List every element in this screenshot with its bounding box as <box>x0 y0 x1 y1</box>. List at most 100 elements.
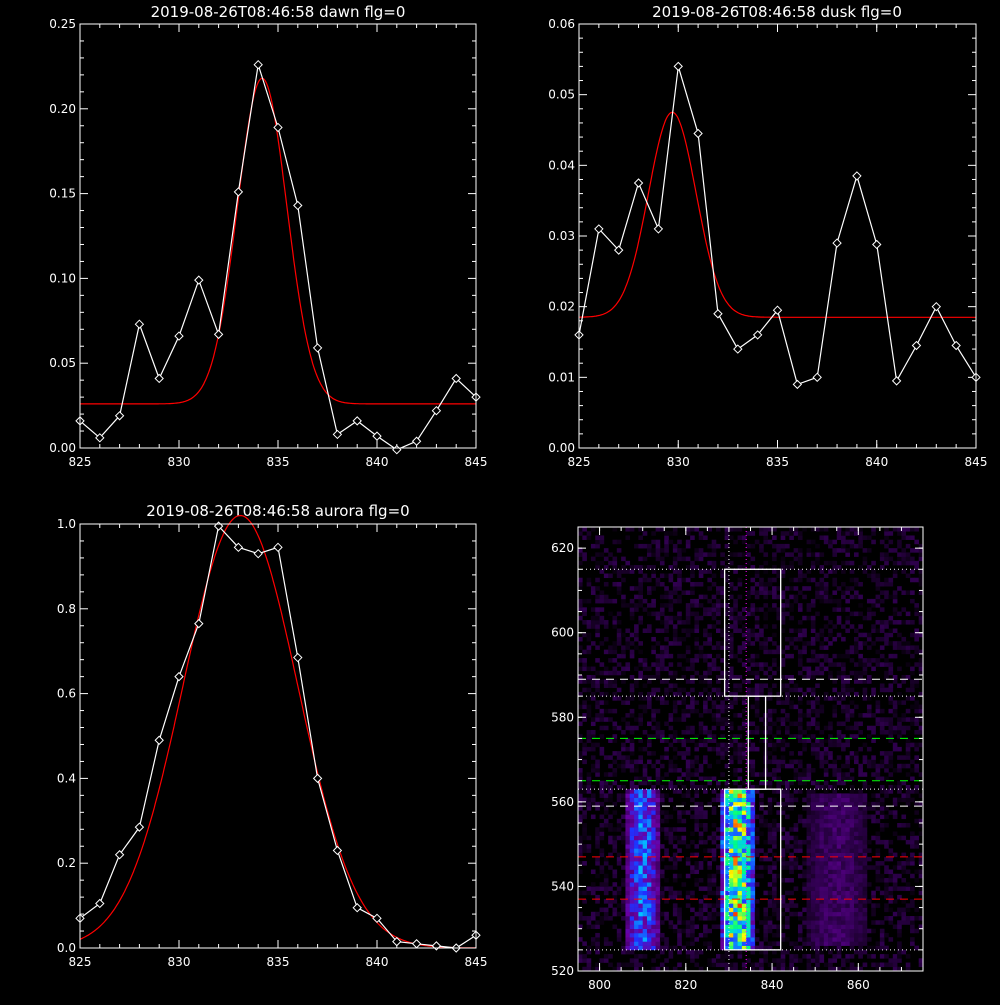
heatmap-pixel <box>694 759 700 765</box>
heatmap-pixel <box>616 696 622 701</box>
heatmap-pixel <box>810 966 816 972</box>
heatmap-pixel <box>642 827 648 832</box>
heatmap-pixel <box>720 670 725 676</box>
heatmap-pixel <box>888 962 894 968</box>
heatmap-pixel <box>603 691 609 697</box>
heatmap-pixel <box>884 823 889 828</box>
heatmap-pixel <box>905 903 911 908</box>
heatmap-pixel <box>616 632 622 638</box>
heatmap-pixel <box>841 899 846 904</box>
heatmap-pixel <box>668 539 674 545</box>
heatmap-pixel <box>776 801 781 807</box>
heatmap-pixel <box>582 713 587 718</box>
heatmap-pixel <box>586 598 592 604</box>
heatmap-pixel <box>914 700 919 705</box>
heatmap-pixel <box>841 763 846 769</box>
heatmap-pixel <box>672 861 678 866</box>
heatmap-pixel <box>694 954 700 959</box>
heatmap-pixel <box>776 666 781 672</box>
heatmap-pixel <box>828 539 833 545</box>
heatmap-pixel <box>910 856 915 862</box>
heatmap-pixel <box>854 827 859 832</box>
heatmap-pixel <box>638 649 643 655</box>
heatmap-pixel <box>832 894 838 900</box>
heatmap-pixel <box>871 603 876 608</box>
heatmap-pixel <box>858 797 863 803</box>
heatmap-pixel <box>858 814 863 820</box>
heatmap-pixel <box>685 772 691 777</box>
heatmap-pixel <box>823 937 829 942</box>
heatmap-pixel <box>737 611 743 617</box>
heatmap-pixel <box>629 907 635 913</box>
heatmap-pixel <box>685 628 691 634</box>
heatmap-pixel <box>681 793 687 798</box>
heatmap-pixel <box>892 607 898 612</box>
heatmap-pixel <box>590 937 596 942</box>
heatmap-pixel <box>595 873 600 879</box>
heatmap-pixel <box>728 759 734 765</box>
heatmap-pixel <box>918 691 924 697</box>
heatmap-pixel <box>892 569 898 574</box>
heatmap-pixel <box>875 772 881 777</box>
heatmap-pixel <box>875 649 881 655</box>
heatmap-pixel <box>819 814 825 820</box>
heatmap-pixel <box>608 903 613 908</box>
heatmap-pixel <box>780 560 786 566</box>
heatmap-pixel <box>638 704 643 710</box>
heatmap-pixel <box>647 823 652 828</box>
heatmap-pixel <box>603 810 609 815</box>
heatmap-pixel <box>806 700 812 705</box>
heatmap-pixel <box>582 814 587 820</box>
heatmap-pixel <box>599 607 605 612</box>
heatmap-pixel <box>616 890 622 896</box>
heatmap-pixel <box>918 801 924 807</box>
heatmap-pixel <box>595 565 600 570</box>
heatmap-pixel <box>772 839 777 845</box>
heatmap-pixel <box>690 696 695 701</box>
heatmap-pixel <box>836 801 842 807</box>
heatmap-pixel <box>716 696 721 701</box>
heatmap-pixel <box>772 624 777 629</box>
heatmap-pixel <box>638 924 643 930</box>
heatmap-pixel <box>750 531 756 536</box>
heatmap-pixel <box>746 937 751 942</box>
dusk-data-point <box>713 309 723 319</box>
heatmap-pixel <box>849 670 855 676</box>
heatmap-pixel <box>819 590 825 595</box>
heatmap-pixel <box>659 810 665 815</box>
heatmap-pixel <box>651 662 656 667</box>
heatmap-pixel <box>595 949 600 955</box>
heatmap-pixel <box>672 675 678 680</box>
heatmap-pixel <box>746 907 751 913</box>
heatmap-pixel <box>728 814 734 820</box>
heatmap-pixel <box>612 734 618 739</box>
heatmap-pixel <box>595 768 600 773</box>
heatmap-pixel <box>595 704 600 710</box>
heatmap-pixel <box>845 687 850 693</box>
heatmap-pixel <box>823 636 829 642</box>
heatmap-pixel <box>724 742 730 748</box>
heatmap-pixel <box>638 899 643 904</box>
heatmap-pixel <box>741 916 747 921</box>
heatmap-pixel <box>793 594 799 600</box>
heatmap-pixel <box>888 937 894 942</box>
heatmap-pixel <box>815 890 820 896</box>
heatmap-pixel <box>879 751 885 756</box>
heatmap-pixel <box>871 755 876 760</box>
heatmap-pixel <box>711 916 717 921</box>
heatmap-pixel <box>642 746 648 752</box>
heatmap-pixel <box>888 662 894 667</box>
heatmap-pixel <box>841 932 846 938</box>
heatmap-pixel <box>690 666 695 672</box>
heatmap-pixel <box>854 894 859 900</box>
heatmap-pixel <box>802 645 807 650</box>
heatmap-pixel <box>888 725 894 731</box>
heatmap-pixel <box>763 890 769 896</box>
heatmap-pixel <box>819 924 825 930</box>
heatmap-pixel <box>828 894 833 900</box>
heatmap-pixel <box>849 894 855 900</box>
heatmap-pixel <box>672 835 678 841</box>
heatmap-pixel <box>595 687 600 693</box>
heatmap-pixel <box>832 890 838 896</box>
